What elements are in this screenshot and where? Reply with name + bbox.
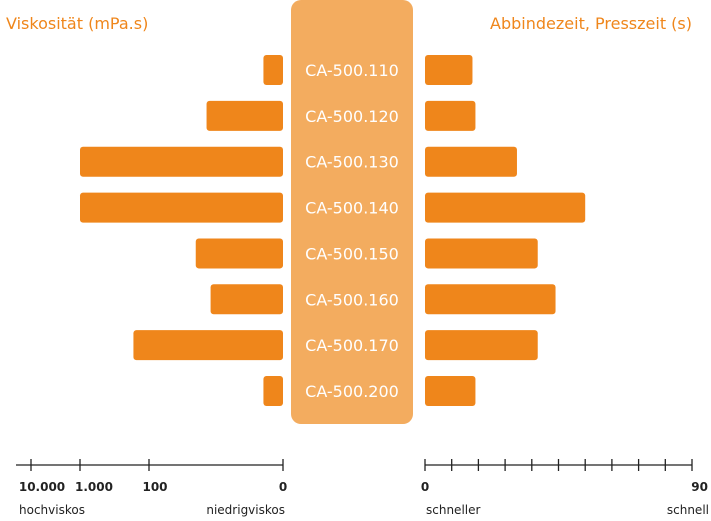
left-tick-label-10000: 10.000 [19,480,65,494]
category-label: CA-500.170 [305,336,399,355]
right-ticks [424,459,693,471]
right-bar [425,100,476,131]
left-tick-label-0: 0 [279,480,287,494]
right-bar [425,330,538,361]
right-axis: 0 90 schneller schnell [421,459,709,517]
category-label: CA-500.140 [305,199,399,218]
left-bar [133,330,283,361]
left-bar [263,55,283,85]
left-axis: 10.000 1.000 100 0 hochviskos niedrigvis… [16,459,287,517]
left-bars [80,55,283,407]
center-band [291,0,413,424]
left-title: Viskosität (mPa.s) [6,14,148,33]
right-tick-label-90: 90 [691,480,708,494]
right-axis-start-label: schneller [426,503,480,517]
left-bar [195,238,283,269]
left-axis-end-label: niedrigviskos [206,503,285,517]
category-label: CA-500.200 [305,382,399,401]
right-tick-label-0: 0 [421,480,429,494]
left-bar [206,100,283,131]
category-label: CA-500.160 [305,290,399,309]
right-axis-end-label: schnell [667,503,709,517]
right-bar [425,192,586,223]
left-tick-label-100: 100 [142,480,167,494]
right-title: Abbindezeit, Presszeit (s) [490,14,692,33]
category-label: CA-500.130 [305,153,399,172]
category-label: CA-500.120 [305,107,399,126]
right-bar [425,284,556,315]
right-bars [425,55,586,407]
left-tick-label-1000: 1.000 [75,480,113,494]
category-labels: CA-500.110 CA-500.120 CA-500.130 CA-500.140… [305,61,399,401]
right-bar [425,146,517,177]
left-bar [263,376,283,407]
right-bar [425,376,476,407]
left-bar [80,146,283,177]
left-bar [80,192,283,223]
right-bar [425,238,538,269]
right-bar [425,55,473,85]
category-label: CA-500.110 [305,61,399,80]
category-label: CA-500.150 [305,244,399,263]
left-axis-start-label: hochviskos [19,503,85,517]
left-bar [210,284,283,315]
